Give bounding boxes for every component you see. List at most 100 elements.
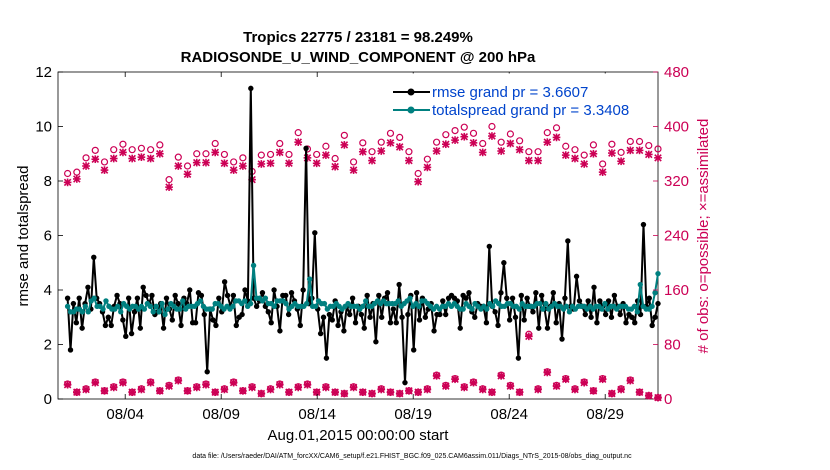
obs-assimilated-upper-35: [386, 139, 395, 147]
obs-possible-upper-36: [396, 133, 404, 141]
spread-point-199: [652, 290, 658, 296]
rmse-point-102: [361, 325, 367, 331]
obs-possible-upper-46: [488, 122, 496, 131]
rmse-point-181: [591, 284, 597, 290]
y-right-tick-label-4: 320: [664, 173, 689, 190]
spread-point-162: [543, 300, 549, 307]
rmse-point-154: [512, 314, 519, 320]
spread-point-29: [150, 309, 156, 315]
obs-assimilated-lower-0: [63, 380, 72, 389]
rmse-point-85: [312, 230, 318, 236]
rmse-point-71: [271, 287, 277, 293]
rmse-point-119: [410, 347, 417, 353]
obs-assimilated-lower-40: [432, 371, 441, 380]
spread-point-5: [79, 309, 86, 315]
obs-assimilated-upper-2: [82, 162, 90, 170]
rmse-point-135: [457, 325, 463, 331]
obs-assimilated-lower-34: [377, 385, 386, 394]
obs-assimilated-lower-50: [525, 332, 533, 341]
x-tick-label-3: 08/19: [394, 406, 432, 423]
rmse-point-98: [349, 295, 356, 301]
rmse-point-153: [509, 295, 516, 301]
spread-point-70: [271, 303, 277, 310]
y-left-axis-ticks: 0 2 4 6 8 10 12: [35, 64, 63, 408]
spread-point-49: [209, 306, 215, 312]
rmse-point-67: [259, 290, 266, 296]
rmse-point-54: [221, 279, 228, 285]
obs-assimilated-lower-60: [617, 385, 625, 394]
obs-assimilated-lower-45: [478, 385, 487, 394]
spread-point-32: [159, 300, 165, 307]
obs-assimilated-upper-30: [340, 141, 349, 149]
rmse-point-192: [623, 320, 629, 326]
obs-possible-upper-31: [349, 158, 358, 166]
obs-possible-upper-59: [608, 140, 616, 148]
obs-assimilated-lower-56: [580, 378, 589, 387]
spread-point-30: [153, 303, 159, 310]
rmse-point-93: [335, 322, 341, 329]
obs-assimilated-lower-47: [497, 371, 506, 380]
obs-assimilated-lower-48: [506, 382, 515, 390]
obs-assimilated-upper-14: [192, 158, 201, 167]
rmse-point-111: [387, 320, 394, 326]
obs-assimilated-upper-52: [543, 138, 552, 147]
obs-assimilated-upper-25: [294, 138, 303, 147]
rmse-point-33: [160, 325, 167, 331]
obs-assimilated-upper-11: [165, 183, 173, 191]
obs-assimilated-upper-40: [432, 147, 441, 155]
spread-point-84: [312, 303, 319, 310]
obs-assimilated-lower-58: [598, 375, 607, 384]
rmse-point-58: [233, 322, 239, 329]
obs-possible-upper-23: [276, 139, 284, 148]
obs-assimilated-lower-53: [552, 382, 561, 390]
rmse-point-22: [128, 330, 135, 337]
rmse-point-17: [114, 292, 120, 299]
spread-point-9: [91, 295, 97, 301]
obs-assimilated-upper-24: [285, 159, 293, 168]
obs-assimilated-upper-22: [266, 159, 275, 168]
obs-possible-upper-54: [562, 142, 570, 150]
obs-assimilated-upper-62: [635, 146, 644, 155]
rmse-point-82: [303, 145, 309, 151]
obs-possible-upper-22: [266, 150, 275, 159]
spread-point-182: [602, 300, 608, 307]
rmse-point-115: [399, 314, 405, 320]
legend-box: [387, 73, 653, 119]
obs-assimilated-lower-13: [183, 386, 192, 395]
rmse-point-137: [463, 295, 469, 301]
rmse-point-104: [367, 314, 373, 320]
rmse-point-26: [140, 284, 146, 290]
y-right-tick-label-6: 480: [664, 64, 689, 81]
obs-assimilated-lower-55: [571, 385, 579, 394]
spread-point-153: [516, 306, 522, 312]
obs-assimilated-lower-8: [137, 385, 146, 394]
obs-assimilated-upper-36: [395, 143, 404, 151]
rmse-point-175: [573, 273, 580, 280]
y-right-axis-label: # of obs: o=possible; ×=assimilated: [695, 119, 712, 354]
obs-possible-upper-9: [147, 146, 155, 154]
obs-assimilated-upper-29: [331, 162, 339, 171]
rmse-line: [66, 87, 659, 384]
obs-assimilated-upper-31: [349, 166, 358, 174]
spread-point-198: [649, 303, 655, 310]
spread-point-200: [655, 270, 661, 277]
obs-possible-upper-53: [552, 124, 561, 132]
rmse-point-65: [253, 303, 260, 310]
obs-possible-upper-17: [220, 150, 229, 159]
rmse-point-147: [492, 309, 498, 315]
rmse-point-168: [553, 320, 559, 326]
rmse-point-106: [373, 339, 379, 345]
obs-possible-upper-1: [73, 168, 81, 176]
rmse-point-112: [390, 306, 397, 312]
obs-assimilated-upper-58: [598, 168, 607, 176]
spread-point-192: [631, 303, 638, 310]
obs-assimilated-lower-28: [322, 383, 330, 392]
obs-assimilated-upper-19: [239, 162, 247, 170]
x-tick-label-4: 08/24: [490, 406, 528, 423]
chart-subtitle: RADIOSONDE_U_WIND_COMPONENT @ 200 hPa: [181, 49, 536, 66]
rmse-point-190: [617, 311, 623, 318]
rmse-point-19: [120, 317, 126, 323]
obs-possible-upper-52: [543, 129, 551, 137]
rmse-point-3: [73, 320, 80, 326]
obs-assimilated-lower-1: [72, 388, 81, 397]
